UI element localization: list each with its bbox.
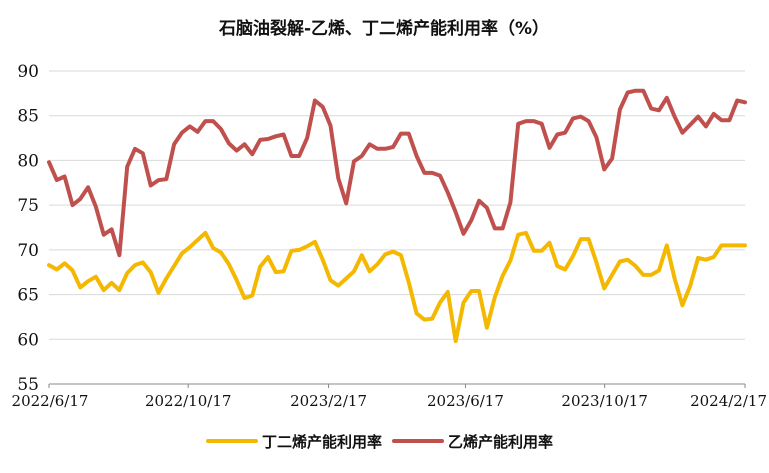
x-tick-label: 2023/6/17	[427, 392, 504, 410]
series-line-butadiene	[47, 230, 747, 344]
y-tick-label: 70	[17, 241, 39, 261]
x-tick-label: 2022/6/17	[12, 392, 89, 410]
x-tick-label: 2022/10/17	[145, 392, 231, 410]
y-axis-ticks: 55 60 65 70 75 80 85 90	[17, 62, 39, 395]
x-tick-label: 2023/10/17	[561, 392, 647, 410]
y-tick-label: 60	[17, 330, 39, 350]
legend: 丁二烯产能利用率 乙烯产能利用率	[206, 433, 553, 451]
y-tick-label: 65	[17, 286, 39, 306]
chart-title: 石脑油裂解-乙烯、丁二烯产能利用率（%）	[218, 18, 549, 39]
y-tick-label: 75	[17, 196, 39, 216]
series-lines	[47, 88, 747, 344]
x-tick-label: 2023/2/17	[290, 392, 367, 410]
legend-label: 丁二烯产能利用率	[262, 433, 382, 451]
grid-lines	[49, 70, 745, 340]
legend-label: 乙烯产能利用率	[448, 433, 553, 451]
y-tick-label: 85	[17, 107, 39, 127]
series-line-ethylene	[47, 88, 747, 258]
y-tick-label: 55	[17, 375, 39, 395]
x-tick-label: 2024/2/17	[690, 392, 767, 410]
x-axis-ticks: 2022/6/17 2022/10/17 2023/2/17 2023/6/17 202…	[12, 384, 767, 410]
y-tick-label: 90	[17, 62, 39, 82]
y-tick-label: 80	[17, 151, 39, 171]
